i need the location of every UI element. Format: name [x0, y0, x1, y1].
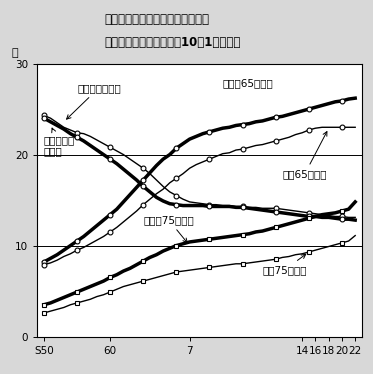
Text: 熊本県１５
歳未満: 熊本県１５ 歳未満 [44, 128, 75, 157]
Text: 全国75歳以上: 全国75歳以上 [263, 254, 307, 275]
Text: 熊本県65歳以上: 熊本県65歳以上 [223, 78, 273, 88]
Text: 全国１５歳未満: 全国１５歳未満 [66, 83, 121, 119]
Text: 熊本県75歳以上: 熊本県75歳以上 [143, 215, 194, 243]
Text: 全国65歳以上: 全国65歳以上 [282, 132, 327, 180]
Text: ％: ％ [11, 48, 18, 58]
Text: 老年人口及び年少人口の総人口に: 老年人口及び年少人口の総人口に [104, 13, 210, 26]
Text: 占める割合の推移（各年10月1日現在）: 占める割合の推移（各年10月1日現在） [104, 36, 241, 49]
